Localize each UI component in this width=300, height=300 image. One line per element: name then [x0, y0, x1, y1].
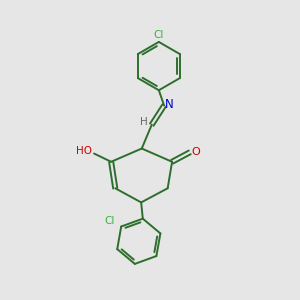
- Text: Cl: Cl: [104, 216, 115, 226]
- Text: H: H: [140, 117, 147, 127]
- Text: HO: HO: [76, 146, 92, 156]
- Text: O: O: [191, 147, 200, 157]
- Text: Cl: Cl: [154, 31, 164, 40]
- Text: N: N: [165, 98, 173, 111]
